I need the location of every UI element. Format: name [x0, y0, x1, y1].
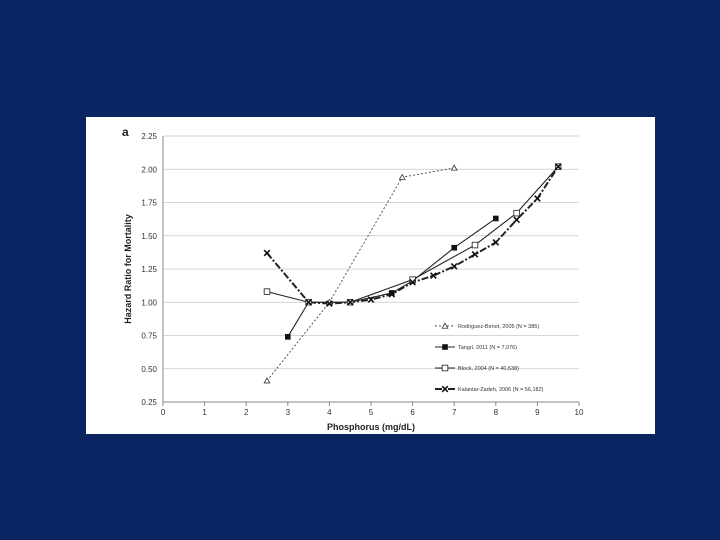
series-2-point-0 [263, 288, 271, 295]
figure-panel: a 0.25 0.50 0.75 1.00 1.25 1.50 1.75 2.00 2.25 0 1… [86, 117, 655, 434]
x-tick-label-5: 5 [369, 408, 374, 417]
series-3-point-6 [409, 278, 416, 286]
x-tick-label-8: 8 [494, 408, 499, 417]
legend-marker-1 [442, 344, 448, 350]
series-3-point-9 [471, 251, 479, 258]
series-1-point-0 [285, 334, 291, 340]
series-3-point-1 [305, 298, 312, 306]
series-line-3 [266, 166, 560, 305]
series-line-0 [266, 167, 455, 382]
legend: Rodriguez-Benot, 2005 (N = 385) Tangri, 2… [435, 322, 544, 393]
legend-marker-0 [441, 322, 449, 329]
legend-label-1: Tangri, 2011 (N = 7,076) [458, 345, 517, 351]
y-tick-label-6: 1.75 [141, 199, 157, 208]
series-3-point-3 [346, 298, 354, 306]
x-tick-label-2: 2 [244, 408, 249, 417]
y-tick-label-0: 0.25 [141, 398, 157, 407]
x-tick-label-6: 6 [410, 408, 415, 417]
x-tick-label-9: 9 [535, 408, 540, 417]
y-tick-label-8: 2.25 [141, 132, 157, 141]
series-3-point-11 [513, 216, 520, 224]
series-3-point-13 [554, 163, 562, 170]
series-0-point-2 [398, 173, 406, 180]
x-tick-label-3: 3 [286, 408, 291, 417]
series-1-point-6 [493, 215, 499, 222]
series-group [263, 163, 562, 384]
series-1-point-5 [451, 244, 457, 251]
x-tick-label-0: 0 [161, 408, 166, 417]
legend-label-0: Rodriguez-Benot, 2005 (N = 385) [458, 324, 539, 330]
series-3-point-4 [367, 296, 375, 303]
series-3-point-0 [263, 249, 271, 257]
series-2-point-5 [513, 209, 520, 217]
series-0-point-0 [263, 377, 271, 384]
panel-letter: a [122, 125, 129, 139]
x-tick-label-10: 10 [575, 408, 584, 417]
x-tick-label-7: 7 [452, 408, 457, 417]
series-3-point-10 [492, 239, 500, 246]
series-3-point-12 [534, 195, 541, 202]
legend-label-3: Kalantar-Zadeh, 2006 (N = 56,182) [458, 387, 544, 393]
y-tick-label-7: 2.00 [141, 165, 157, 174]
y-axis-title: Hazard Ratio for Mortality [123, 214, 133, 324]
series-3-point-5 [388, 290, 396, 298]
series-1-point-3 [389, 290, 395, 296]
axes: 0.25 0.50 0.75 1.00 1.25 1.50 1.75 2.00 2.25 0 1 2 3… [141, 132, 584, 417]
y-tick-label-5: 1.50 [141, 232, 157, 241]
series-3-point-2 [326, 300, 333, 307]
series-3-point-8 [450, 262, 458, 270]
y-tick-label-2: 0.75 [141, 332, 157, 341]
hazard-ratio-chart: a 0.25 0.50 0.75 1.00 1.25 1.50 1.75 2.00 2.25 0 1… [122, 125, 584, 432]
y-tick-label-1: 0.50 [141, 365, 157, 374]
series-0-point-3 [450, 164, 458, 171]
x-tick-label-1: 1 [202, 408, 207, 417]
series-line-1 [287, 218, 497, 338]
series-2-point-4 [471, 241, 479, 249]
x-axis-title: Phosphorus (mg/dL) [327, 422, 415, 432]
series-3-point-7 [430, 272, 437, 280]
gridlines [163, 135, 579, 403]
legend-label-2: Block, 2004 (N = 40,538) [458, 366, 519, 372]
legend-marker-2 [441, 364, 449, 372]
legend-marker-3 [441, 385, 449, 393]
x-tick-label-4: 4 [327, 408, 332, 417]
y-tick-label-4: 1.25 [141, 265, 157, 274]
y-tick-label-3: 1.00 [141, 298, 157, 307]
